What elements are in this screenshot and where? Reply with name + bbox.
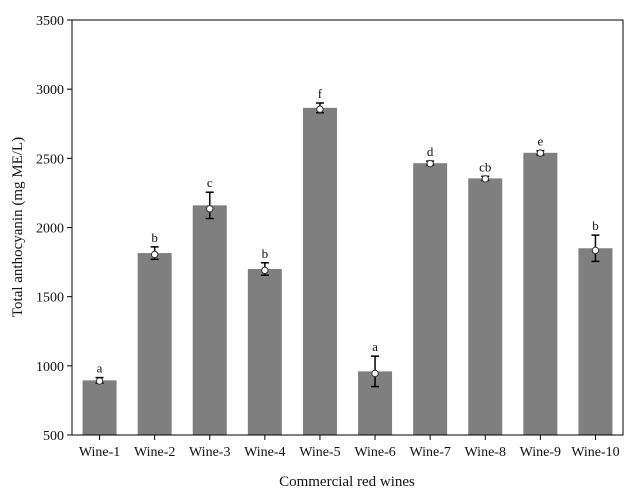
y-tick-label: 2500 <box>36 152 64 167</box>
significance-label: a <box>97 361 103 376</box>
significance-label: b <box>262 246 269 261</box>
x-tick-label: Wine-6 <box>354 445 395 460</box>
y-tick-label: 500 <box>43 429 64 444</box>
x-tick-label: Wine-9 <box>520 445 561 460</box>
bar <box>302 107 337 435</box>
mean-marker <box>591 246 600 255</box>
significance-label: b <box>592 218 599 233</box>
mean-marker <box>426 159 434 168</box>
bar <box>82 380 117 435</box>
bar <box>523 152 558 436</box>
x-tick-label: Wine-4 <box>244 445 285 460</box>
significance-label: a <box>372 339 378 354</box>
mean-marker <box>95 377 104 385</box>
y-tick-label: 2000 <box>36 222 64 237</box>
bar <box>468 178 503 435</box>
mean-markers <box>95 105 600 385</box>
significance-label: f <box>318 86 323 101</box>
mean-marker <box>150 250 159 259</box>
bar <box>192 205 227 435</box>
bar <box>578 248 613 435</box>
mean-marker <box>261 266 269 275</box>
y-axis-title: Total anthocyanin (mg ME/L) <box>10 137 26 317</box>
x-axis-title: Commercial red wines <box>279 474 415 490</box>
mean-marker <box>536 149 545 157</box>
mean-marker <box>316 105 324 113</box>
significance-label: d <box>427 144 434 159</box>
significance-label: e <box>537 134 543 149</box>
x-tick-label: Wine-2 <box>134 445 175 460</box>
mean-marker <box>481 175 489 183</box>
x-tick-label: Wine-10 <box>571 445 619 460</box>
y-tick-label: 1500 <box>36 291 64 306</box>
x-axis-ticks: Wine-1 Wine-2 Wine-3 Wine-4 Wine-5 Wine-6 Wine… <box>79 435 620 460</box>
significance-label: cb <box>479 159 491 174</box>
x-tick-label: Wine-8 <box>465 445 506 460</box>
x-tick-label: Wine-3 <box>189 445 230 460</box>
bar <box>247 269 282 435</box>
y-axis-ticks: 500 1000 1500 2000 2500 3000 3500 <box>36 14 72 444</box>
significance-label: b <box>151 230 158 245</box>
mean-marker <box>206 205 214 213</box>
x-tick-label: Wine-7 <box>409 445 450 460</box>
mean-marker <box>371 369 379 378</box>
y-tick-label: 1000 <box>36 360 64 375</box>
bars <box>82 107 613 436</box>
bar <box>137 253 172 435</box>
x-tick-label: Wine-5 <box>299 445 340 460</box>
significance-label: c <box>207 175 213 190</box>
y-tick-label: 3500 <box>36 14 64 29</box>
y-tick-label: 3000 <box>36 83 64 98</box>
x-tick-label: Wine-1 <box>79 445 120 460</box>
bar <box>413 163 448 436</box>
